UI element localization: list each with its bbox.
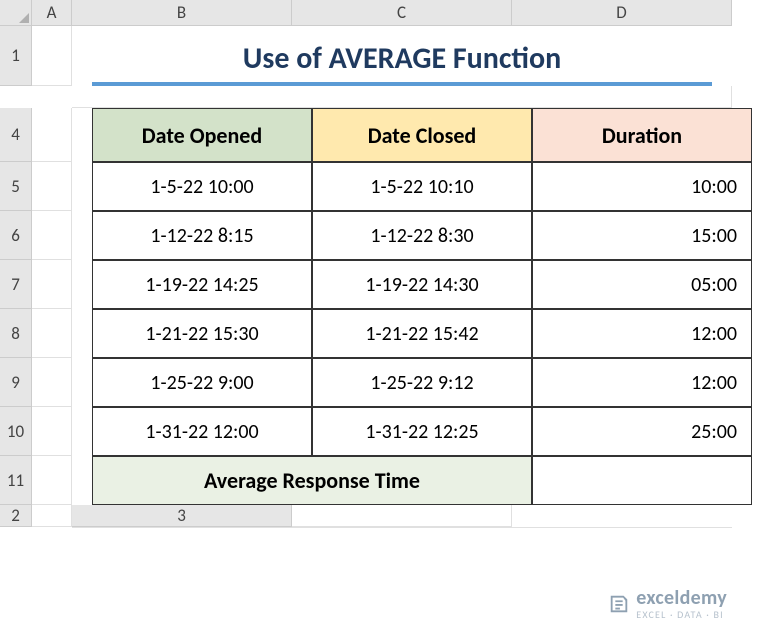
table-row[interactable]: 1-21-22 15:30 xyxy=(92,309,312,358)
select-all-corner[interactable] xyxy=(0,0,32,26)
row-head-9[interactable]: 9 xyxy=(0,358,32,407)
data-table: Date Opened Date Closed Duration 1-5-22 … xyxy=(92,108,712,505)
exceldemy-logo-icon xyxy=(608,593,630,615)
cell-A9[interactable] xyxy=(32,358,72,407)
table-row[interactable]: 1-19-22 14:25 xyxy=(92,260,312,309)
cell-B1-D1[interactable] xyxy=(72,86,732,108)
th-date-closed[interactable]: Date Closed xyxy=(312,108,532,162)
row-head-6[interactable]: 6 xyxy=(0,211,32,260)
cell-A4[interactable] xyxy=(32,108,72,162)
table-row[interactable]: 1-31-22 12:25 xyxy=(312,407,532,456)
row-head-3[interactable]: 3 xyxy=(72,505,292,527)
avg-response-value[interactable] xyxy=(532,456,752,505)
cell-A11[interactable] xyxy=(32,456,72,505)
table-row[interactable]: 15:00 xyxy=(532,211,752,260)
cell-A5[interactable] xyxy=(32,162,72,211)
cell-A10[interactable] xyxy=(32,407,72,456)
watermark-tag: EXCEL · DATA · BI xyxy=(636,608,727,621)
row-head-10[interactable]: 10 xyxy=(0,407,32,456)
col-head-B[interactable]: B xyxy=(72,0,292,26)
watermark: exceldemy EXCEL · DATA · BI xyxy=(608,586,727,621)
table-row[interactable]: 1-12-22 8:30 xyxy=(312,211,532,260)
cell-A2[interactable] xyxy=(32,505,72,527)
cell-A8[interactable] xyxy=(32,309,72,358)
table-row[interactable]: 12:00 xyxy=(532,309,752,358)
table-row[interactable]: 1-12-22 8:15 xyxy=(92,211,312,260)
watermark-brand: exceldemy xyxy=(636,586,727,610)
table-row[interactable]: 1-21-22 15:42 xyxy=(312,309,532,358)
row-head-2[interactable]: 2 xyxy=(0,505,32,527)
cell-A1[interactable] xyxy=(32,26,72,86)
row-head-5[interactable]: 5 xyxy=(0,162,32,211)
table-row[interactable]: 1-19-22 14:30 xyxy=(312,260,532,309)
spreadsheet-grid: A B C D 1 2 Use of AVERAGE Function 3 4 … xyxy=(0,0,767,528)
table-row[interactable]: 12:00 xyxy=(532,358,752,407)
cell-A3[interactable] xyxy=(292,505,512,527)
table-row[interactable]: 25:00 xyxy=(532,407,752,456)
cell-B3-D3[interactable] xyxy=(72,527,732,528)
page-title[interactable]: Use of AVERAGE Function xyxy=(92,34,712,86)
cell-A6[interactable] xyxy=(32,211,72,260)
row-head-8[interactable]: 8 xyxy=(0,309,32,358)
th-date-opened[interactable]: Date Opened xyxy=(92,108,312,162)
table-row[interactable]: 1-31-22 12:00 xyxy=(92,407,312,456)
col-head-C[interactable]: C xyxy=(292,0,512,26)
table-row[interactable]: 1-5-22 10:00 xyxy=(92,162,312,211)
col-head-D[interactable]: D xyxy=(512,0,732,26)
table-row[interactable]: 1-25-22 9:00 xyxy=(92,358,312,407)
table-row[interactable]: 10:00 xyxy=(532,162,752,211)
avg-response-label[interactable]: Average Response Time xyxy=(92,456,532,505)
th-duration[interactable]: Duration xyxy=(532,108,752,162)
table-row[interactable]: 1-25-22 9:12 xyxy=(312,358,532,407)
table-row[interactable]: 1-5-22 10:10 xyxy=(312,162,532,211)
col-head-A[interactable]: A xyxy=(32,0,72,26)
row-head-7[interactable]: 7 xyxy=(0,260,32,309)
cell-A7[interactable] xyxy=(32,260,72,309)
row-head-1[interactable]: 1 xyxy=(0,26,32,86)
row-head-11[interactable]: 11 xyxy=(0,456,32,505)
row-head-4[interactable]: 4 xyxy=(0,108,32,162)
table-row[interactable]: 05:00 xyxy=(532,260,752,309)
